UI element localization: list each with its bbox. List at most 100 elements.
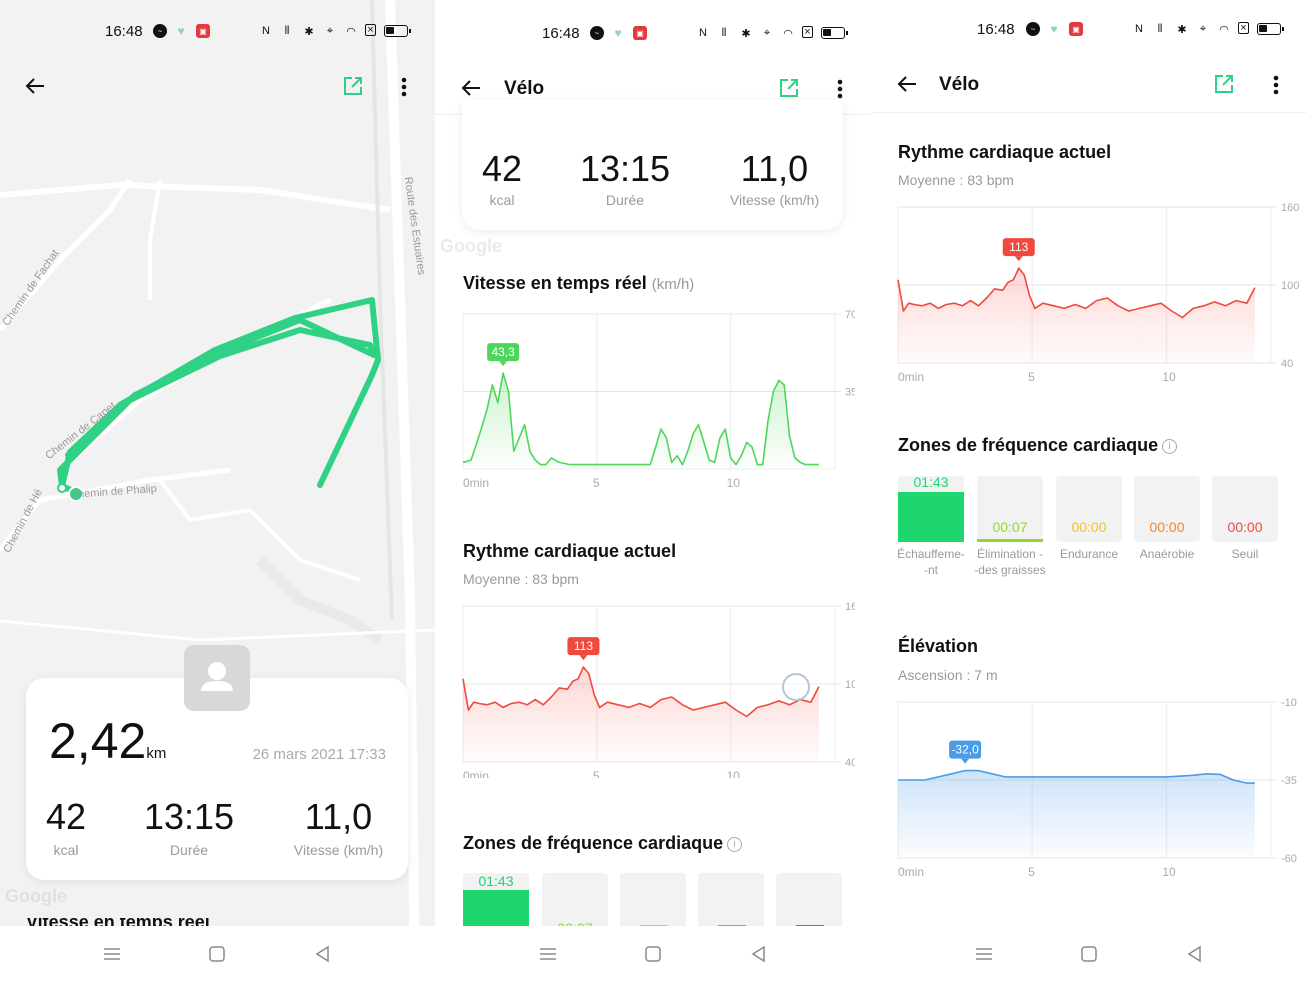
share-icon[interactable] <box>342 75 364 97</box>
menu-icon[interactable] <box>102 944 122 964</box>
user-icon <box>201 662 233 691</box>
y-tick-label: 100 <box>845 679 855 691</box>
messenger-icon: ~ <box>1026 22 1040 36</box>
y-tick-label: 70 <box>845 309 855 321</box>
system-nav-bar <box>871 926 1306 982</box>
speed-unit: (km/h) <box>651 276 695 293</box>
avatar[interactable] <box>184 645 250 711</box>
zone-label: Seuil <box>1231 547 1259 561</box>
chart-line <box>462 666 820 718</box>
sim-icon: × <box>1238 22 1249 34</box>
back-nav-icon[interactable] <box>1185 944 1205 964</box>
back-arrow-icon[interactable] <box>895 72 919 96</box>
zone-box: 01:43 <box>898 474 964 542</box>
info-icon[interactable]: i <box>1162 439 1178 454</box>
x-tick-label: 5 <box>1028 370 1035 383</box>
elevation-chart[interactable]: -10 -35 -60 0min 5 10 -32,0 <box>871 694 1301 879</box>
battery-icon <box>1257 23 1284 35</box>
speed-chart[interactable]: 70 35 0min 5 10 43,3 <box>435 308 855 488</box>
zone-box: 00:00 <box>1134 476 1200 542</box>
chart-area <box>463 373 819 469</box>
heart-rate-chart[interactable]: 160 100 40 0min 5 10 113 <box>435 598 855 778</box>
x-tick-label: 0min <box>463 476 489 488</box>
y-tick-label: 160 <box>1281 202 1299 214</box>
zone-time: 00:00 <box>1149 519 1185 535</box>
x-tick-label: 0min <box>463 769 489 778</box>
zone-fill <box>898 492 964 542</box>
back-nav-icon[interactable] <box>313 944 333 964</box>
detail-panel-scroll-1: 16:48 ~ ♥ ▣ N ⦀ ✱ ⌖ ◠ × Vélo 42 kcal 13:… <box>435 0 871 982</box>
zone-fill <box>463 890 529 926</box>
info-icon[interactable]: i <box>727 837 743 852</box>
zones-title-text: Zones de fréquence cardiaque <box>898 435 1159 455</box>
peak-label: -32,0 <box>951 743 979 757</box>
more-options-icon[interactable] <box>1273 75 1279 95</box>
home-icon[interactable] <box>643 944 663 964</box>
share-icon[interactable] <box>778 77 800 99</box>
menu-icon[interactable] <box>538 944 558 964</box>
peak-badge <box>487 343 520 362</box>
system-nav-bar <box>0 926 435 982</box>
page-title: Vélo <box>939 74 980 95</box>
nfc-icon: N <box>1135 23 1143 35</box>
back-arrow-icon[interactable] <box>23 74 47 98</box>
x-tick-label: 0min <box>898 370 924 383</box>
home-icon[interactable] <box>207 944 227 964</box>
back-arrow-icon[interactable] <box>459 76 483 100</box>
duration-label: Durée <box>605 192 645 208</box>
chart-line <box>897 267 1256 319</box>
location-icon: ⌖ <box>763 26 771 39</box>
zones-title: Zones de fréquence cardiaque i <box>463 833 743 854</box>
speed-label: Vitesse (km/h) <box>729 192 820 208</box>
zone-label: Élimination - -des graisses <box>974 547 1046 577</box>
more-options-icon[interactable] <box>401 77 407 97</box>
app-bar <box>0 62 435 112</box>
more-options-icon[interactable] <box>837 79 843 99</box>
calories-value: 42 <box>45 796 87 837</box>
share-icon[interactable] <box>1213 73 1235 95</box>
distance-value: 2,42km <box>49 712 166 770</box>
hr-subtitle: Moyenne : 83 bpm <box>463 571 579 587</box>
zone-box: 00:07 <box>977 476 1043 542</box>
speed-value: 11,0 <box>304 796 373 837</box>
x-tick-label: 5 <box>593 769 600 778</box>
activity-date: 26 mars 2021 17:33 <box>252 746 386 763</box>
app-bar: Vélo <box>871 59 1306 109</box>
menu-icon[interactable] <box>974 944 994 964</box>
zone-time: 01:43 <box>478 873 514 889</box>
zone-label: Endurance <box>1059 547 1119 561</box>
zone-time: 01:43 <box>913 474 949 490</box>
speed-value: 11,0 <box>740 148 809 189</box>
home-icon[interactable] <box>1079 944 1099 964</box>
location-icon: ⌖ <box>1199 22 1207 35</box>
hr-title: Rythme cardiaque actuel <box>463 541 677 561</box>
summary-card: 2,42km 26 mars 2021 17:33 42 kcal 13:15 … <box>26 678 408 880</box>
wifi-icon: ◠ <box>1219 23 1229 36</box>
y-tick-label: -10 <box>1281 697 1297 709</box>
y-tick-label: 40 <box>1281 358 1293 370</box>
hr-subtitle: Moyenne : 83 bpm <box>898 172 1014 188</box>
x-tick-label: 5 <box>593 476 600 488</box>
x-tick-label: 10 <box>1162 370 1176 383</box>
chart-area <box>463 667 819 762</box>
google-watermark: Google <box>440 236 502 256</box>
zone-box: 00:00 <box>1212 476 1278 542</box>
heart-rate-chart[interactable]: 160 100 40 0min 5 10 113 <box>871 198 1301 383</box>
elevation-title: Élévation <box>898 636 979 656</box>
peak-label: 113 <box>574 639 593 653</box>
x-tick-label: 10 <box>1162 865 1176 879</box>
chart-line <box>462 372 819 466</box>
google-watermark: Google <box>5 886 67 906</box>
summary-card: 42 kcal 13:15 Durée 11,0 Vitesse (km/h) <box>462 100 843 230</box>
map-panel: Route des Estuaires Chemin de Fachat Che… <box>0 0 435 982</box>
app-bar: Vélo <box>435 63 871 113</box>
duration-label: Durée <box>169 842 209 858</box>
back-nav-icon[interactable] <box>749 944 769 964</box>
vibrate-icon: ⦀ <box>1157 22 1163 35</box>
zone-fill <box>977 539 1043 542</box>
vibrate-icon: ⦀ <box>721 26 727 39</box>
calories-label: kcal <box>53 842 79 858</box>
page-title: Vélo <box>504 78 545 99</box>
distance-unit: km <box>146 745 167 762</box>
app-notification-icon: ▣ <box>196 24 210 38</box>
